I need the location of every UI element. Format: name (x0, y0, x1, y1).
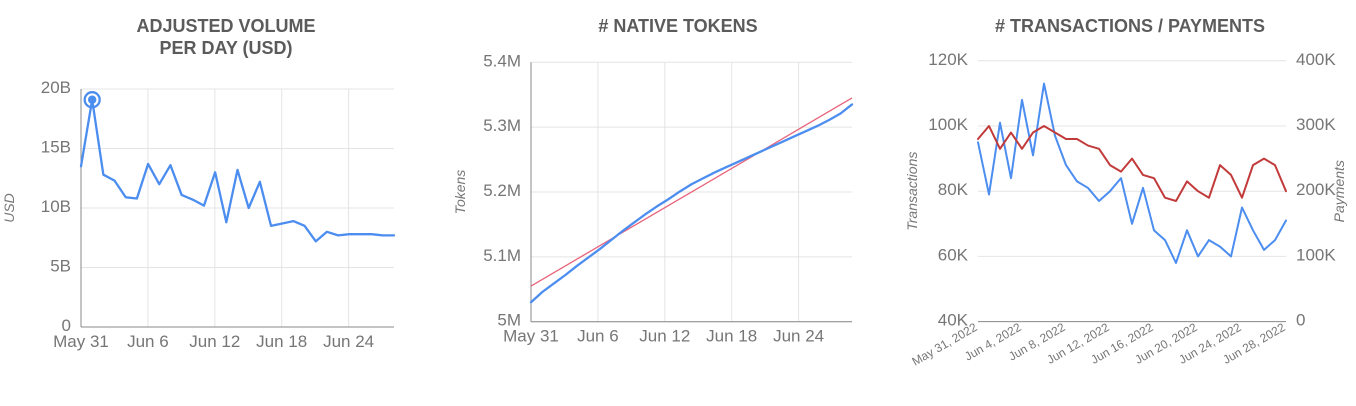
svg-text:120K: 120K (928, 50, 968, 69)
svg-text:60K: 60K (938, 245, 969, 264)
svg-text:20B: 20B (41, 78, 71, 97)
svg-text:Payments: Payments (1331, 160, 1347, 222)
svg-text:0: 0 (1296, 311, 1305, 330)
svg-text:400K: 400K (1296, 50, 1336, 69)
svg-text:100K: 100K (928, 115, 968, 134)
svg-text:USD: USD (1, 193, 17, 223)
svg-text:Jun 12: Jun 12 (639, 327, 690, 346)
svg-text:5.2M: 5.2M (483, 181, 521, 200)
svg-text:Jun 18: Jun 18 (706, 327, 757, 346)
svg-text:Jun 12: Jun 12 (189, 332, 240, 351)
svg-text:5.3M: 5.3M (483, 116, 521, 135)
svg-text:80K: 80K (938, 180, 969, 199)
svg-text:Jun 24: Jun 24 (773, 327, 824, 346)
svg-text:300K: 300K (1296, 115, 1336, 134)
svg-text:May 31: May 31 (503, 327, 559, 346)
svg-text:Jun 6: Jun 6 (577, 327, 619, 346)
svg-text:5.4M: 5.4M (483, 51, 521, 70)
svg-text:Jun 24: Jun 24 (323, 332, 374, 351)
svg-text:Tokens: Tokens (452, 170, 468, 215)
svg-text:5B: 5B (50, 257, 71, 276)
svg-text:100K: 100K (1296, 245, 1336, 264)
svg-text:Jun 18: Jun 18 (256, 332, 307, 351)
svg-text:15B: 15B (41, 138, 71, 157)
svg-text:Jun 6: Jun 6 (127, 332, 169, 351)
svg-text:May 31: May 31 (53, 332, 109, 351)
svg-text:5.1M: 5.1M (483, 246, 521, 265)
svg-text:10B: 10B (41, 197, 71, 216)
svg-text:Transactions: Transactions (904, 152, 920, 231)
